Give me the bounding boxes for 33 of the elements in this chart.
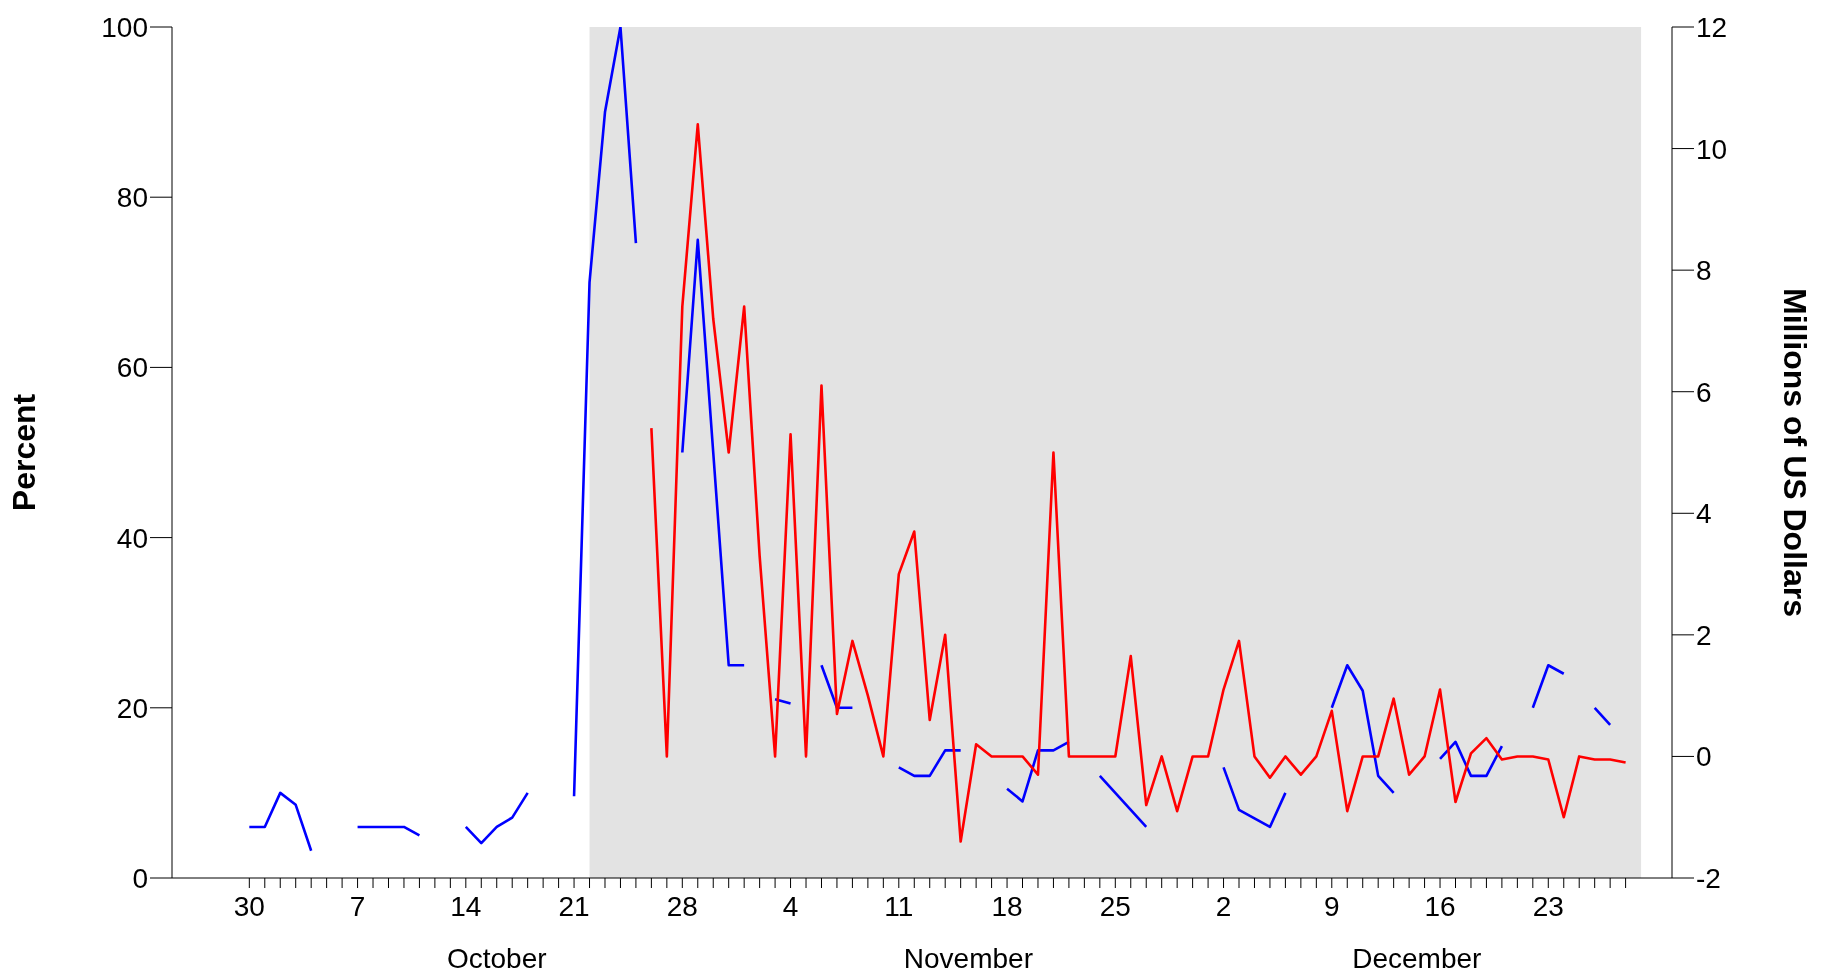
x-tick-label: 4 [782, 890, 799, 922]
line-series [650, 122, 1627, 843]
text: October [446, 943, 547, 974]
y2-tick-label: 2 [1696, 619, 1712, 651]
y-tick-label: 100 [101, 11, 148, 43]
x-tick-label: 7 [349, 890, 366, 922]
x-tick-label: 23 [1532, 890, 1564, 922]
y-tick-label: 20 [116, 692, 148, 724]
y2-axis-title: Millions of US Dollars [1776, 288, 1813, 617]
x-tick-label: 16 [1424, 890, 1456, 922]
x-tick-label: 11 [884, 890, 914, 922]
x-tick-label: 25 [1099, 890, 1131, 922]
y2-tick-label: 6 [1696, 376, 1712, 408]
x-tick-label: 30 [233, 890, 265, 922]
text: November [903, 943, 1033, 974]
text: December [1352, 943, 1482, 974]
y2-tick-label: 0 [1696, 741, 1712, 773]
x-tick-label: 21 [558, 890, 590, 922]
y2-tick-label: 12 [1696, 11, 1728, 43]
x-tick-label: 18 [991, 890, 1023, 922]
y2-tick-label: 10 [1696, 133, 1728, 165]
x-tick-label: 28 [666, 890, 698, 922]
y-tick-label: 60 [116, 352, 148, 384]
x-tick-label: 14 [450, 890, 482, 922]
x-tick-label: 9 [1324, 890, 1340, 922]
y2-tick-label: -2 [1696, 862, 1721, 894]
y-tick-label: 0 [132, 862, 148, 894]
y-tick-label: 40 [116, 522, 148, 554]
y-axis-title: Percent [6, 393, 43, 512]
y2-tick-label: 8 [1696, 255, 1712, 287]
y2-tick-label: 4 [1696, 498, 1712, 530]
x-tick-label: 2 [1215, 890, 1232, 922]
y-tick-label: 80 [116, 182, 148, 214]
